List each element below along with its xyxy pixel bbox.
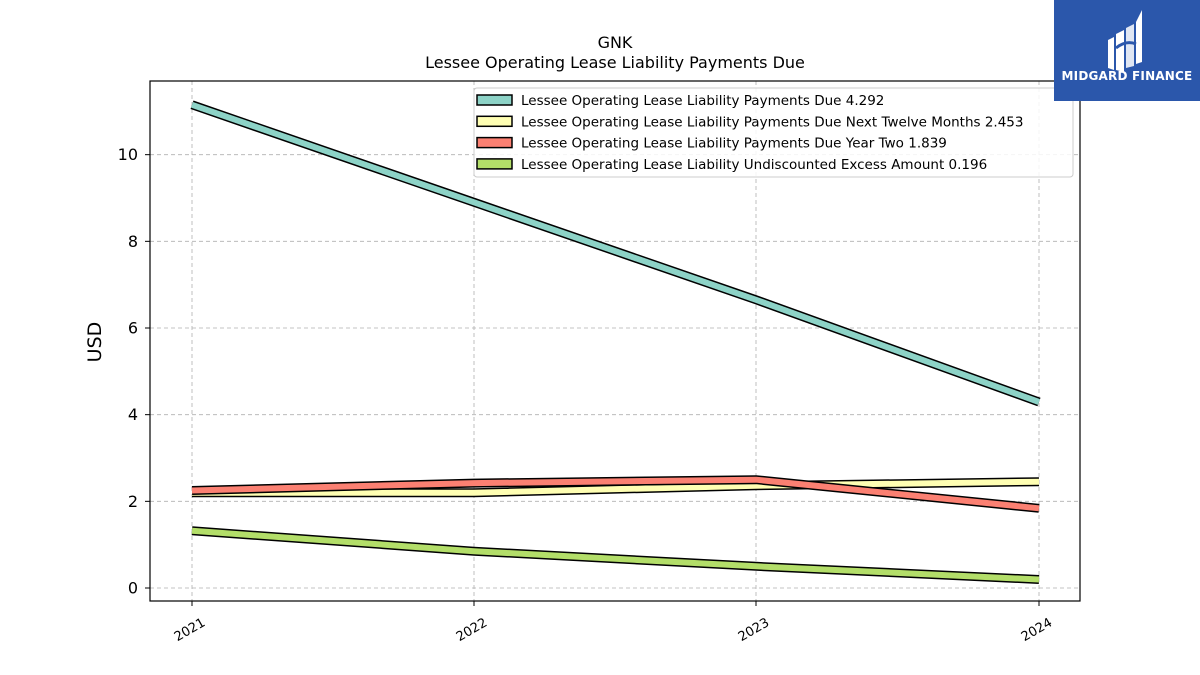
legend-entry-label: Lessee Operating Lease Liability Payment…: [521, 136, 947, 152]
legend-entry-label: Lessee Operating Lease Liability Payment…: [521, 93, 884, 109]
x-axis-ticks: 2021 2022 2023 2024: [172, 601, 1055, 645]
x-tick-label: 2023: [736, 615, 772, 645]
y-tick-label: 4: [128, 405, 138, 424]
legend-swatch: [476, 94, 513, 106]
series-line: [191, 475, 1040, 513]
y-tick-label: 6: [128, 319, 138, 338]
chart-title: GNK: [598, 33, 633, 52]
legend-swatch: [476, 115, 513, 128]
legend-swatch: [476, 136, 513, 149]
chart-subtitle: Lessee Operating Lease Liability Payment…: [425, 53, 805, 72]
series-line-fill: [191, 527, 1040, 583]
y-tick-label: 10: [118, 145, 138, 164]
x-tick-label: 2022: [454, 615, 490, 645]
series-line: [192, 477, 1040, 498]
legend-swatch: [476, 158, 513, 170]
y-tick-label: 8: [128, 232, 138, 251]
y-tick-label: 0: [128, 579, 138, 598]
legend-entry-label: Lessee Operating Lease Liability Undisco…: [521, 157, 987, 173]
legend: Lessee Operating Lease Liability Payment…: [473, 87, 1074, 178]
legend-entry-label: Lessee Operating Lease Liability Payment…: [521, 114, 1023, 130]
x-tick-label: 2024: [1019, 615, 1055, 645]
y-axis-label: USD: [84, 322, 106, 363]
series-line: [190, 100, 1041, 407]
series-line-fill: [191, 101, 1041, 405]
plot-frame: [149, 80, 1081, 602]
series-line-fill: [192, 478, 1040, 496]
brand-logo-text: MIDGARD FINANCE: [1061, 69, 1193, 83]
y-tick-label: 2: [128, 492, 138, 511]
legend-box: [473, 87, 1074, 178]
midgard-logo-icon: [1108, 10, 1142, 72]
brand-logo: MIDGARD FINANCE: [1054, 0, 1200, 101]
series-line: [191, 526, 1040, 584]
series-lines: [190, 100, 1041, 584]
series-line-fill: [191, 476, 1040, 512]
y-axis-ticks: 0 2 4 6 8 10: [118, 145, 150, 598]
x-tick-label: 2021: [172, 615, 208, 645]
